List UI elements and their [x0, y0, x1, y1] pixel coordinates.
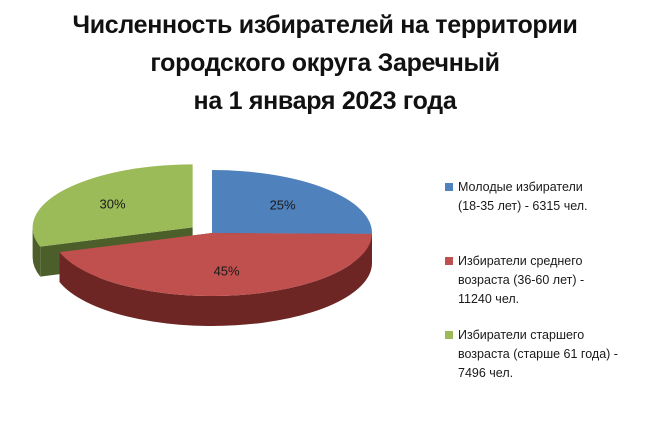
legend-label-senior-line-1: Избиратели старшего	[458, 328, 585, 342]
legend-item-young: Молодые избиратели (18-35 лет) - 6315 че…	[445, 178, 650, 216]
chart-title-line-2: городского округа Заречный	[150, 49, 500, 77]
pie-slice-middle	[59, 233, 372, 297]
legend-swatch-young	[445, 183, 453, 191]
pie-wall-middle-0	[59, 233, 372, 326]
pie-slice-young	[212, 170, 373, 234]
legend-label-young-line-2: (18-35 лет) - 6315 чел.	[458, 199, 588, 213]
data-label-middle: 45%	[214, 264, 240, 279]
chart-title: Численность избирателей на территории го…	[0, 6, 650, 120]
legend-swatch-middle	[445, 257, 453, 265]
legend-swatch-senior	[445, 331, 453, 339]
legend-item-senior: Избиратели старшего возраста (старше 61 …	[445, 326, 650, 383]
chart-title-line-1: Численность избирателей на территории	[72, 11, 578, 39]
chart-title-line-3: на 1 января 2023 года	[193, 87, 457, 115]
pie-wall-senior-0	[32, 227, 41, 277]
legend-label-senior-line-2: возраста (старше 61 года) -	[458, 347, 618, 361]
legend-label-middle-line-3: 11240 чел.	[458, 292, 520, 306]
data-label-senior: 30%	[99, 196, 125, 211]
legend-label-middle-line-2: возраста (36-60 лет) -	[458, 273, 585, 287]
legend-label-senior-line-3: 7496 чел.	[458, 366, 514, 380]
legend-label-middle-line-1: Избиратели среднего	[458, 254, 583, 268]
legend-item-middle: Избиратели среднего возраста (36-60 лет)…	[445, 252, 650, 309]
pie-slice-senior	[32, 164, 193, 247]
legend-label-young-line-1: Молодые избиратели	[458, 180, 583, 194]
data-label-young: 25%	[270, 198, 296, 213]
